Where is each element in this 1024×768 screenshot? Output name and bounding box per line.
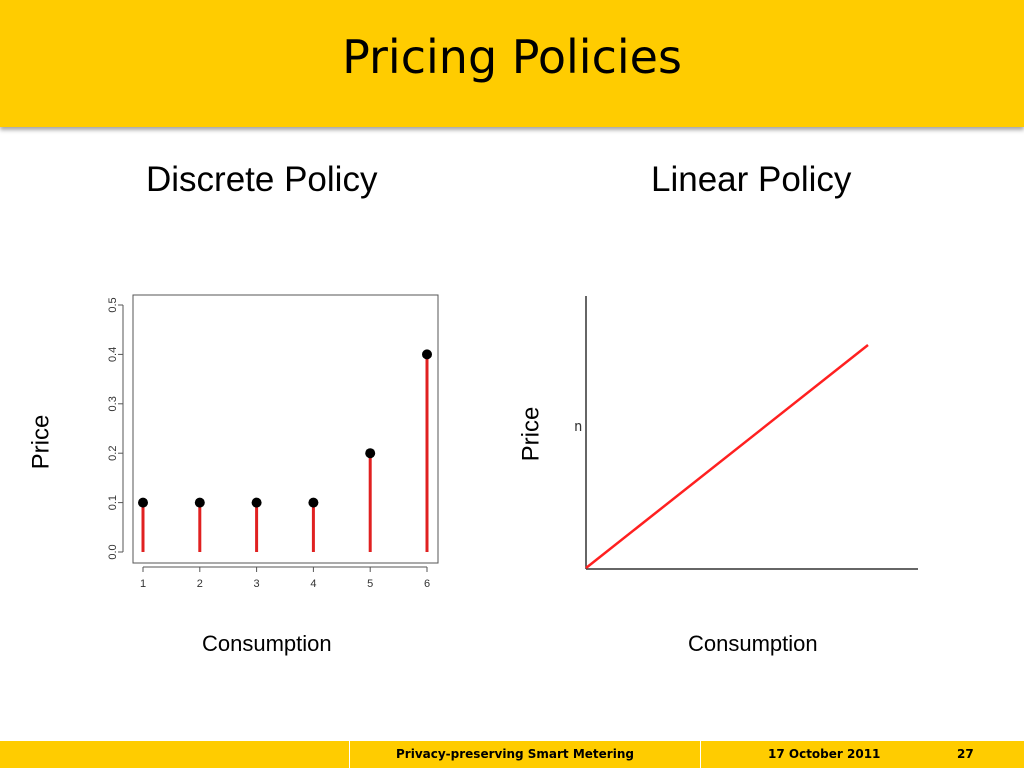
linear-price-line: [585, 344, 869, 569]
discrete-x-ticks: 1 2 3 4 5 6: [140, 566, 430, 590]
discrete-chart-title: Discrete Policy: [146, 160, 378, 199]
discrete-plot-frame: [132, 294, 439, 564]
discrete-x-tick-label: 1: [140, 578, 146, 590]
title-bar: [0, 0, 1024, 127]
slide-title: Pricing Policies: [342, 30, 682, 84]
discrete-point: [365, 448, 376, 459]
discrete-x-tick-label: 4: [310, 578, 316, 590]
footer-bar: Privacy-preserving Smart Metering 17 Oct…: [0, 741, 1024, 768]
footer-divider: [349, 741, 350, 768]
discrete-y-tick-label: 0.4: [107, 347, 119, 362]
footer-presentation-title: Privacy-preserving Smart Metering: [396, 747, 634, 761]
footer-divider: [700, 741, 701, 768]
linear-chart-title: Linear Policy: [651, 160, 852, 199]
discrete-point: [194, 497, 205, 508]
footer-date: 17 October 2011: [768, 747, 881, 761]
discrete-chart: 0.0 0.1 0.2 0.3 0.4 0.5 1 2 3 4 5 6: [107, 294, 439, 590]
linear-chart: n: [574, 296, 918, 570]
linear-x-axis-label: Consumption: [688, 631, 818, 656]
discrete-y-tick-label: 0.0: [107, 544, 119, 559]
discrete-y-tick-label: 0.1: [107, 495, 119, 510]
discrete-point: [422, 349, 432, 360]
discrete-stems: [138, 349, 432, 552]
discrete-point: [308, 497, 319, 508]
discrete-x-tick-label: 3: [254, 578, 260, 590]
linear-series: [585, 344, 869, 569]
discrete-point: [251, 497, 262, 508]
footer-page-number: 27: [957, 747, 974, 761]
discrete-y-tick-label: 0.3: [107, 396, 119, 411]
discrete-x-tick-label: 5: [367, 578, 373, 590]
discrete-point: [138, 497, 148, 508]
discrete-x-tick-label: 2: [197, 578, 203, 590]
discrete-x-axis-label: Consumption: [202, 631, 332, 656]
linear-axis-annotation: n: [574, 419, 582, 435]
discrete-y-tick-label: 0.2: [107, 446, 119, 461]
discrete-y-ticks: 0.0 0.1 0.2 0.3 0.4 0.5: [107, 297, 124, 560]
discrete-x-tick-label: 6: [424, 578, 430, 590]
discrete-y-tick-label: 0.5: [107, 297, 119, 312]
